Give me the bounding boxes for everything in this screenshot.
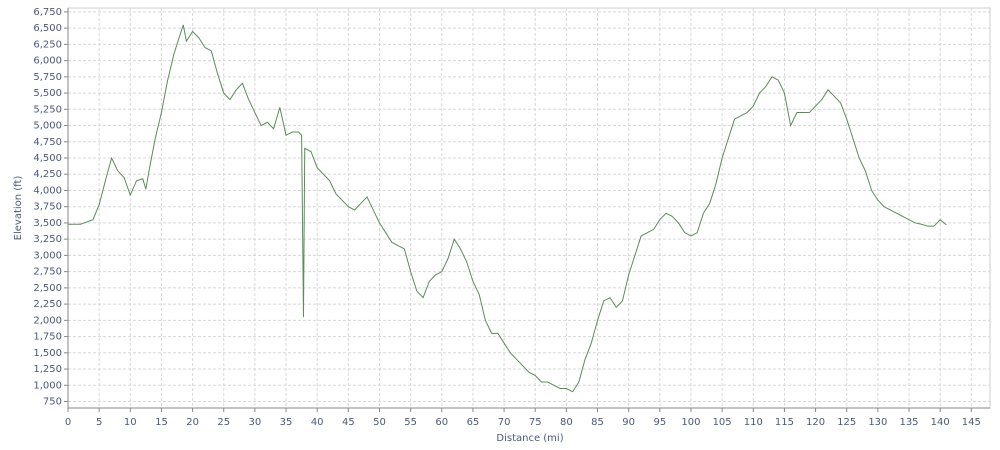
y-tick-label: 5,250 [33, 104, 62, 115]
y-tick-label: 4,000 [33, 185, 62, 196]
x-tick-label: 80 [560, 417, 573, 428]
x-tick-label: 50 [373, 417, 386, 428]
y-tick-label: 6,500 [33, 23, 62, 34]
x-tick-label: 15 [155, 417, 168, 428]
y-tick-label: 4,750 [33, 137, 62, 148]
y-tick-label: 1,000 [33, 380, 62, 391]
y-tick-label: 2,250 [33, 299, 62, 310]
elevation-line [68, 24, 947, 393]
y-tick-label: 1,500 [33, 348, 62, 359]
x-tick-label: 5 [96, 417, 102, 428]
x-tick-label: 45 [342, 417, 355, 428]
x-tick-label: 90 [622, 417, 635, 428]
x-tick-label: 30 [249, 417, 262, 428]
x-tick-label: 145 [962, 417, 981, 428]
y-tick-label: 2,500 [33, 283, 62, 294]
x-tick-label: 140 [931, 417, 950, 428]
y-tick-label: 2,750 [33, 267, 62, 278]
y-tick-label: 3,250 [33, 234, 62, 245]
x-tick-label: 130 [868, 417, 887, 428]
y-axis-label: Elevation (ft) [13, 176, 24, 241]
x-tick-label: 115 [775, 417, 794, 428]
x-tick-label: 110 [744, 417, 763, 428]
x-tick-label: 95 [653, 417, 666, 428]
x-axis-label: Distance (mi) [496, 433, 563, 444]
x-tick-label: 75 [529, 417, 542, 428]
y-tick-label: 5,000 [33, 121, 62, 132]
y-tick-label: 6,000 [33, 56, 62, 67]
y-tick-label: 4,500 [33, 153, 62, 164]
y-tick-label: 750 [43, 397, 62, 408]
y-tick-label: 3,750 [33, 202, 62, 213]
y-tick-label: 6,250 [33, 39, 62, 50]
x-tick-label: 125 [837, 417, 856, 428]
y-tick-label: 6,750 [33, 7, 62, 18]
plot-area [67, 7, 991, 409]
y-tick-label: 3,500 [33, 218, 62, 229]
y-tick-label: 2,000 [33, 315, 62, 326]
x-tick-label: 65 [467, 417, 480, 428]
x-tick-label: 135 [899, 417, 918, 428]
x-tick-label: 60 [435, 417, 448, 428]
y-tick-label: 1,750 [33, 332, 62, 343]
x-tick-label: 40 [311, 417, 324, 428]
x-tick-label: 85 [591, 417, 604, 428]
x-tick-label: 55 [404, 417, 417, 428]
x-tick-label: 20 [186, 417, 199, 428]
y-tick-label: 5,500 [33, 88, 62, 99]
x-tick-label: 105 [713, 417, 732, 428]
y-tick-label: 4,250 [33, 169, 62, 180]
y-tick-label: 1,250 [33, 364, 62, 375]
x-tick-label: 25 [217, 417, 230, 428]
x-tick-label: 0 [65, 417, 71, 428]
y-tick-label: 5,750 [33, 72, 62, 83]
x-tick-label: 120 [806, 417, 825, 428]
y-tick-label: 3,000 [33, 250, 62, 261]
x-tick-label: 10 [124, 417, 137, 428]
x-tick-label: 35 [280, 417, 293, 428]
x-tick-label: 70 [498, 417, 511, 428]
x-tick-label: 100 [681, 417, 700, 428]
